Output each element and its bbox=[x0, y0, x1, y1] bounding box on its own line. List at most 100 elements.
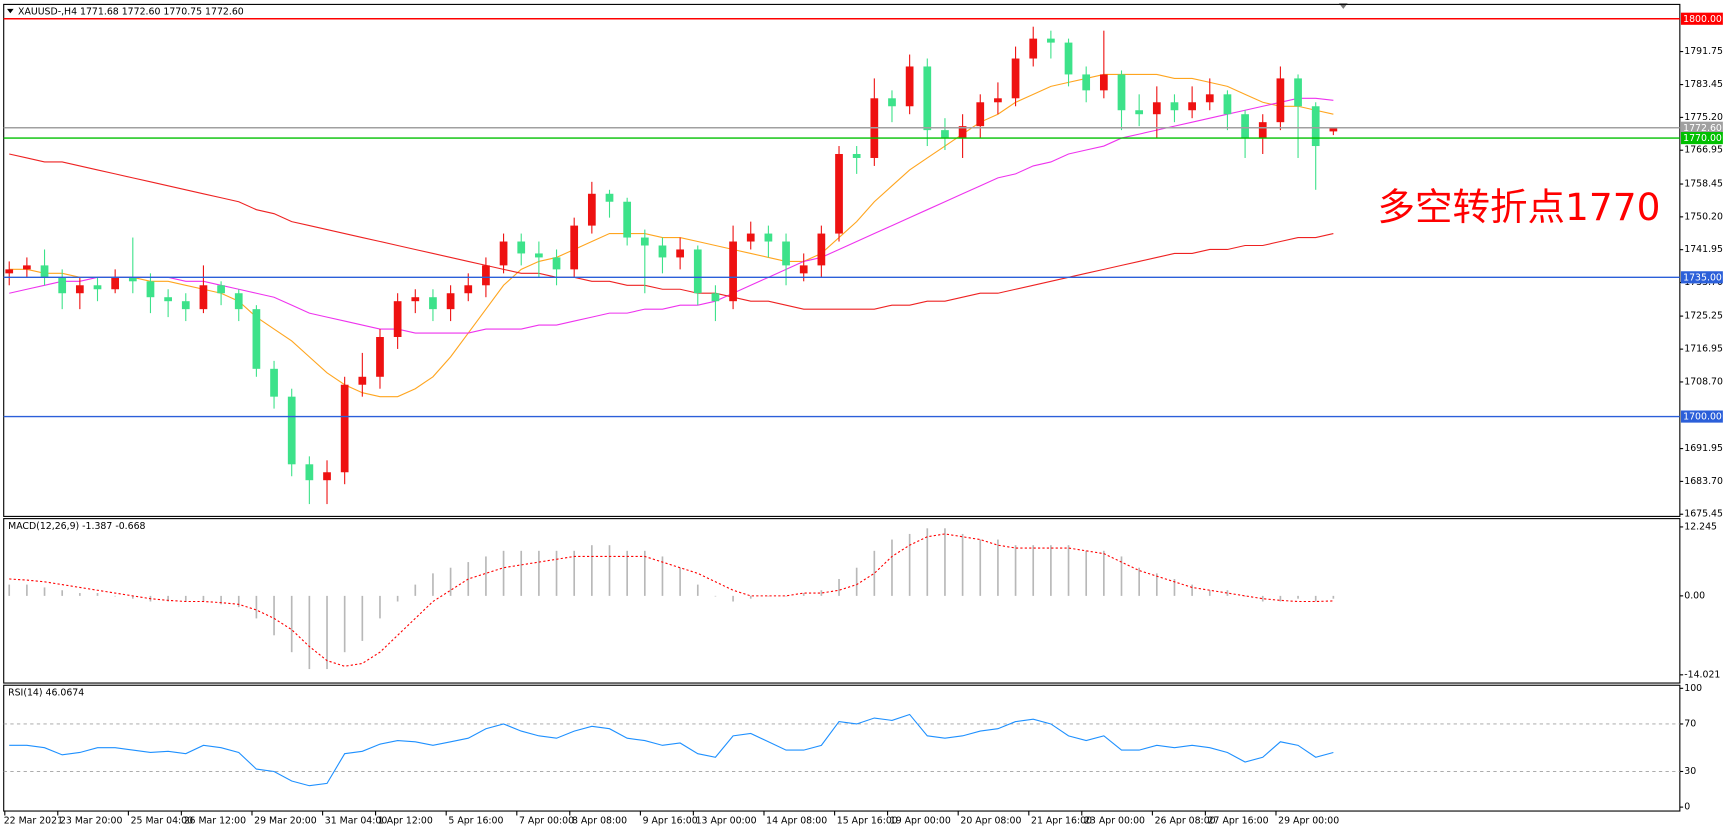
menu-arrow bbox=[7, 8, 14, 14]
x-tick-label: 19 Apr 00:00 bbox=[890, 815, 951, 826]
candle-body bbox=[676, 249, 684, 258]
candle-body bbox=[23, 265, 31, 270]
x-tick-label: 29 Mar 20:00 bbox=[254, 815, 317, 826]
macd-bar bbox=[1103, 550, 1105, 596]
candle-body bbox=[199, 285, 208, 310]
candle-body bbox=[234, 293, 243, 310]
x-tick-label: 29 Apr 00:00 bbox=[1278, 815, 1339, 826]
x-tick-label: 22 Mar 2021 bbox=[4, 815, 63, 826]
candle-body bbox=[217, 285, 225, 294]
y-tick-label: 12.245 bbox=[1684, 521, 1717, 532]
x-tick-label: 23 Mar 20:00 bbox=[60, 815, 123, 826]
macd-bar bbox=[732, 595, 734, 602]
candle-body bbox=[305, 464, 314, 481]
candle-body bbox=[976, 102, 985, 127]
macd-bar bbox=[1208, 590, 1211, 596]
candle-body bbox=[587, 193, 596, 226]
macd-bar bbox=[608, 545, 611, 596]
level-label: 1800.00 bbox=[1683, 14, 1722, 25]
level-tag bbox=[1680, 271, 1723, 284]
y-tick-label: 1791.75 bbox=[1684, 46, 1723, 57]
signal-line bbox=[9, 533, 1334, 667]
macd-bar bbox=[944, 528, 946, 596]
candle-body bbox=[393, 301, 402, 337]
macd-bar bbox=[1032, 545, 1035, 596]
macd-bar bbox=[1120, 556, 1123, 596]
x-tick-label: 25 Mar 04:00 bbox=[131, 815, 194, 826]
level-label: 1770.00 bbox=[1683, 133, 1722, 144]
candle-body bbox=[517, 241, 526, 254]
panel bbox=[3, 684, 1681, 812]
y-tick-label: 1783.45 bbox=[1684, 79, 1723, 90]
candle-body bbox=[323, 472, 331, 481]
y-tick-label: 1775.20 bbox=[1684, 112, 1723, 123]
level-tag bbox=[1680, 12, 1723, 25]
candle-body bbox=[270, 368, 278, 397]
candle-body bbox=[75, 285, 84, 294]
candle-body bbox=[499, 241, 508, 266]
y-tick-label: 1716.95 bbox=[1684, 344, 1723, 355]
candle-body bbox=[746, 233, 755, 242]
candle-body bbox=[1099, 74, 1108, 91]
y-tick-label: 1758.45 bbox=[1684, 179, 1723, 190]
x-tick-label: 5 Apr 16:00 bbox=[448, 815, 503, 826]
rsi-line bbox=[9, 713, 1334, 787]
candle-body bbox=[358, 376, 367, 385]
macd-bar bbox=[1332, 595, 1335, 599]
macd-bar bbox=[202, 595, 205, 602]
macd-bar bbox=[502, 550, 505, 596]
candle-body bbox=[852, 153, 861, 158]
macd-bar bbox=[891, 539, 893, 596]
y-tick-label: 30 bbox=[1684, 766, 1696, 777]
candle-body bbox=[1170, 102, 1179, 111]
candle-body bbox=[411, 297, 420, 302]
candle-body bbox=[905, 66, 914, 107]
candle-body bbox=[605, 193, 614, 202]
candle-body bbox=[1241, 114, 1249, 139]
macd-bar bbox=[643, 550, 646, 596]
level-label: 1772.60 bbox=[1683, 123, 1722, 134]
macd-bar bbox=[326, 595, 328, 670]
y-tick-label: 1766.95 bbox=[1684, 145, 1723, 156]
level-label: 1735.00 bbox=[1683, 272, 1722, 283]
macd-bar bbox=[131, 595, 134, 599]
candle-body bbox=[146, 281, 155, 298]
panel-title: RSI(14) 46.0674 bbox=[8, 687, 84, 698]
x-tick-label: 27 Apr 16:00 bbox=[1208, 815, 1269, 826]
macd-bar bbox=[855, 567, 858, 596]
candle-body bbox=[1152, 102, 1161, 115]
candle-body bbox=[5, 269, 14, 274]
candle-body bbox=[570, 225, 579, 270]
macd-bar bbox=[290, 595, 293, 653]
candle-body bbox=[287, 396, 296, 465]
candle-body bbox=[1117, 74, 1126, 111]
candle-body bbox=[1223, 94, 1232, 115]
candle-body bbox=[1258, 122, 1267, 139]
macd-bar bbox=[1244, 595, 1246, 597]
level-tag bbox=[1680, 121, 1723, 134]
level-label: 1700.00 bbox=[1683, 412, 1722, 423]
macd-bar bbox=[538, 550, 540, 596]
macd-bar bbox=[785, 595, 787, 597]
candle-body bbox=[1205, 94, 1214, 103]
macd-bar bbox=[1226, 590, 1229, 596]
annotation: 多空转折点1770 bbox=[1378, 185, 1661, 229]
x-tick-label: 26 Apr 08:00 bbox=[1155, 815, 1216, 826]
y-tick-label: 70 bbox=[1684, 718, 1696, 729]
macd-bar bbox=[873, 550, 876, 596]
candle-body bbox=[693, 249, 702, 294]
y-tick-label: 1741.95 bbox=[1684, 244, 1723, 255]
moving-average bbox=[9, 73, 1334, 398]
y-tick-label: 1691.95 bbox=[1684, 443, 1723, 454]
macd-bar bbox=[573, 550, 576, 596]
candle-body bbox=[1188, 102, 1196, 111]
x-tick-label: 20 Apr 08:00 bbox=[960, 815, 1021, 826]
y-tick-label: 100 bbox=[1684, 683, 1702, 694]
x-tick-label: 7 Apr 00:00 bbox=[519, 815, 574, 826]
macd-bar bbox=[26, 584, 28, 596]
y-tick-label: 1750.20 bbox=[1684, 211, 1723, 222]
macd-bar bbox=[696, 584, 699, 596]
panel-title: MACD(12,26,9) -1.387 -0.668 bbox=[8, 521, 145, 532]
candle-body bbox=[40, 265, 49, 278]
macd-bar bbox=[432, 573, 434, 596]
